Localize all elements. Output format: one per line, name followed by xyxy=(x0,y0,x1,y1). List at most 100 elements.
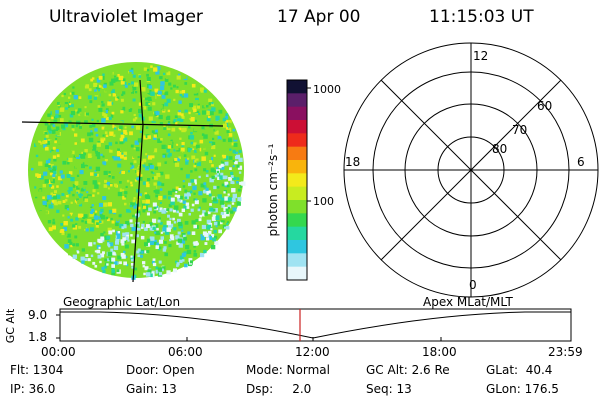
uv-pixel xyxy=(141,64,144,68)
uv-pixel xyxy=(201,156,206,161)
uv-pixel xyxy=(188,111,191,115)
uv-pixel xyxy=(90,172,94,176)
uv-pixel xyxy=(164,230,170,235)
uv-pixel xyxy=(45,140,50,145)
uv-pixel xyxy=(190,170,193,173)
uv-pixel xyxy=(175,122,178,125)
uv-pixel xyxy=(197,208,201,212)
uv-pixel xyxy=(212,237,216,242)
uv-pixel xyxy=(164,78,169,82)
uv-pixel xyxy=(165,76,169,79)
uv-pixel xyxy=(228,156,233,160)
uv-pixel xyxy=(210,102,214,106)
uv-pixel xyxy=(193,224,197,229)
uv-pixel xyxy=(167,225,172,229)
uv-pixel xyxy=(106,263,109,266)
uv-pixel xyxy=(82,223,86,227)
uv-pixel xyxy=(91,152,96,156)
uv-pixel xyxy=(87,219,92,224)
uv-pixel xyxy=(107,187,110,190)
uv-pixel xyxy=(181,144,184,147)
uv-pixel xyxy=(80,154,86,159)
uv-pixel xyxy=(142,181,147,185)
uv-pixel xyxy=(92,123,96,128)
uv-pixel xyxy=(115,90,119,94)
uv-pixel xyxy=(167,122,171,126)
uv-pixel xyxy=(72,193,75,197)
uv-pixel xyxy=(191,155,196,160)
uv-pixel xyxy=(102,212,105,216)
uv-pixel xyxy=(64,205,69,210)
uv-pixel xyxy=(234,150,238,154)
uv-pixel xyxy=(123,250,126,254)
uv-pixel xyxy=(222,141,226,146)
uv-pixel xyxy=(239,185,243,188)
uv-pixel xyxy=(102,155,105,158)
uv-pixel xyxy=(145,126,149,129)
uv-pixel xyxy=(119,125,123,130)
uv-pixel xyxy=(217,194,222,199)
uv-pixel xyxy=(94,150,98,154)
uv-pixel xyxy=(215,114,218,117)
uv-pixel xyxy=(104,127,108,131)
uv-pixel xyxy=(80,193,83,196)
uv-pixel xyxy=(169,234,174,238)
uv-pixel xyxy=(123,261,127,266)
uv-pixel xyxy=(117,177,122,181)
uv-pixel xyxy=(52,218,55,221)
uv-pixel xyxy=(123,137,128,142)
uv-pixel xyxy=(203,182,207,186)
uv-pixel xyxy=(199,139,204,144)
uv-pixel xyxy=(68,130,73,135)
uv-pixel xyxy=(136,234,139,238)
uv-pixel xyxy=(222,117,227,122)
uv-pixel xyxy=(196,105,200,109)
uv-pixel xyxy=(102,134,105,137)
uv-pixel xyxy=(79,113,83,116)
uv-pixel xyxy=(220,165,225,170)
uv-pixel xyxy=(160,167,164,172)
uv-pixel xyxy=(46,198,50,202)
uv-pixel xyxy=(232,159,235,162)
uv-pixel xyxy=(60,165,65,170)
uv-pixel xyxy=(129,204,133,208)
x-tick-label-1800: 18:00 xyxy=(422,345,457,359)
uv-pixel xyxy=(182,185,186,188)
uv-pixel xyxy=(178,73,181,77)
uv-pixel xyxy=(128,109,132,112)
uv-pixel xyxy=(131,93,134,96)
uv-pixel xyxy=(224,196,229,201)
uv-pixel xyxy=(155,245,159,249)
uv-pixel xyxy=(192,105,197,110)
uv-pixel xyxy=(164,241,167,244)
uv-pixel xyxy=(53,170,57,175)
uv-pixel xyxy=(44,163,49,168)
uv-pixel xyxy=(111,111,115,115)
uv-pixel xyxy=(49,115,53,119)
uv-pixel xyxy=(111,176,115,179)
uv-pixel xyxy=(126,102,131,106)
uv-pixel xyxy=(151,95,156,100)
uv-pixel xyxy=(90,147,93,150)
uv-pixel xyxy=(98,182,101,185)
uv-pixel xyxy=(213,208,218,213)
uv-pixel xyxy=(157,90,162,95)
uv-pixel xyxy=(132,98,136,102)
uv-pixel xyxy=(133,197,136,200)
uv-pixel xyxy=(48,179,53,184)
colorbar-cell xyxy=(287,160,307,174)
uv-pixel xyxy=(193,127,198,132)
uv-pixel xyxy=(117,148,121,152)
uv-pixel xyxy=(118,75,123,81)
uv-pixel xyxy=(115,240,119,245)
uv-pixel xyxy=(85,169,90,174)
uv-pixel xyxy=(191,231,196,235)
uv-pixel xyxy=(129,219,133,223)
uv-pixel xyxy=(222,123,227,128)
uv-pixel xyxy=(75,125,78,128)
uv-pixel xyxy=(188,182,192,187)
uv-pixel xyxy=(69,212,73,216)
uv-pixel xyxy=(153,239,158,244)
uv-pixel xyxy=(208,193,212,197)
uv-pixel xyxy=(132,86,137,91)
